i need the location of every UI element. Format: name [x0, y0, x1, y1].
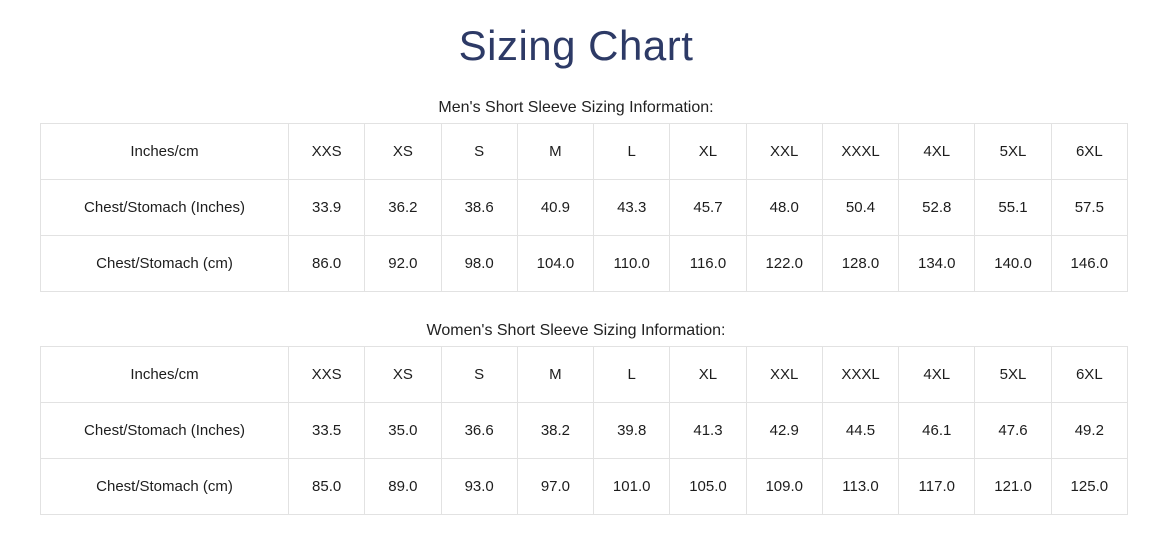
size-header-cell: L: [593, 345, 671, 403]
value-cell: 85.0: [287, 457, 366, 515]
sizing-chart-page: Sizing Chart Men's Short Sleeve Sizing I…: [0, 20, 1152, 552]
value-cell: 41.3: [669, 401, 747, 459]
table-row: Chest/Stomach (cm) 86.0 92.0 98.0 104.0 110.0…: [40, 234, 1129, 292]
value-cell: 93.0: [440, 457, 518, 515]
size-header-cell: M: [516, 345, 595, 403]
value-cell: 44.5: [821, 401, 900, 459]
row-label-cell: Chest/Stomach (cm): [40, 457, 289, 515]
value-cell: 97.0: [516, 457, 595, 515]
value-cell: 92.0: [364, 234, 442, 292]
header-row: Inches/cm XXS XS S M L XL XXL XXXL 4XL 5XL 6XL: [40, 122, 1129, 180]
value-cell: 146.0: [1050, 234, 1129, 292]
value-cell: 122.0: [745, 234, 823, 292]
size-header-cell: S: [440, 122, 518, 180]
size-header-cell: XL: [669, 122, 747, 180]
size-header-cell: XS: [364, 122, 442, 180]
value-cell: 33.5: [287, 401, 366, 459]
size-header-cell: XXL: [745, 345, 823, 403]
value-cell: 116.0: [669, 234, 747, 292]
size-header-cell: M: [516, 122, 595, 180]
womens-sizing-table: Inches/cm XXS XS S M L XL XXL XXXL 4XL 5XL 6XL Chest…: [40, 345, 1129, 515]
row-label-cell: Chest/Stomach (Inches): [40, 401, 289, 459]
value-cell: 52.8: [898, 178, 976, 236]
value-cell: 55.1: [974, 178, 1052, 236]
value-cell: 42.9: [745, 401, 823, 459]
value-cell: 57.5: [1050, 178, 1129, 236]
size-header-cell: XS: [364, 345, 442, 403]
table-row: Chest/Stomach (Inches) 33.9 36.2 38.6 40.9 43…: [40, 178, 1129, 236]
size-header-cell: L: [593, 122, 671, 180]
value-cell: 40.9: [516, 178, 595, 236]
value-cell: 48.0: [745, 178, 823, 236]
value-cell: 35.0: [364, 401, 442, 459]
size-header-cell: XXL: [745, 122, 823, 180]
size-header-cell: 5XL: [974, 122, 1052, 180]
size-header-cell: 5XL: [974, 345, 1052, 403]
value-cell: 47.6: [974, 401, 1052, 459]
value-cell: 98.0: [440, 234, 518, 292]
value-cell: 105.0: [669, 457, 747, 515]
value-cell: 89.0: [364, 457, 442, 515]
corner-header-cell: Inches/cm: [40, 345, 289, 403]
corner-header-cell: Inches/cm: [40, 122, 289, 180]
value-cell: 134.0: [898, 234, 976, 292]
mens-sizing-table: Inches/cm XXS XS S M L XL XXL XXXL 4XL 5XL 6XL Chest…: [40, 122, 1129, 292]
womens-sizing-section: Women's Short Sleeve Sizing Information:…: [0, 322, 1152, 515]
table-row: Chest/Stomach (Inches) 33.5 35.0 36.6 38.2 39…: [40, 401, 1129, 459]
value-cell: 36.2: [364, 178, 442, 236]
size-header-cell: 4XL: [898, 345, 976, 403]
value-cell: 110.0: [593, 234, 671, 292]
value-cell: 36.6: [440, 401, 518, 459]
value-cell: 121.0: [974, 457, 1052, 515]
table-row: Chest/Stomach (cm) 85.0 89.0 93.0 97.0 101.0 1…: [40, 457, 1129, 515]
mens-table-caption: Men's Short Sleeve Sizing Information:: [438, 98, 714, 116]
value-cell: 117.0: [898, 457, 976, 515]
size-header-cell: 4XL: [898, 122, 976, 180]
value-cell: 140.0: [974, 234, 1052, 292]
size-header-cell: XXS: [287, 122, 366, 180]
womens-table-caption: Women's Short Sleeve Sizing Information:: [426, 321, 726, 339]
size-header-cell: XXS: [287, 345, 366, 403]
value-cell: 104.0: [516, 234, 595, 292]
value-cell: 113.0: [821, 457, 900, 515]
size-header-cell: XL: [669, 345, 747, 403]
row-label-cell: Chest/Stomach (cm): [40, 234, 289, 292]
value-cell: 128.0: [821, 234, 900, 292]
value-cell: 45.7: [669, 178, 747, 236]
mens-sizing-section: Men's Short Sleeve Sizing Information: I…: [0, 99, 1152, 292]
size-header-cell: 6XL: [1050, 345, 1129, 403]
value-cell: 101.0: [593, 457, 671, 515]
value-cell: 49.2: [1050, 401, 1129, 459]
value-cell: 38.6: [440, 178, 518, 236]
value-cell: 43.3: [593, 178, 671, 236]
page-title: Sizing Chart: [458, 22, 694, 69]
value-cell: 86.0: [287, 234, 366, 292]
value-cell: 50.4: [821, 178, 900, 236]
header-row: Inches/cm XXS XS S M L XL XXL XXXL 4XL 5XL 6XL: [40, 345, 1129, 403]
value-cell: 109.0: [745, 457, 823, 515]
value-cell: 125.0: [1050, 457, 1129, 515]
size-header-cell: 6XL: [1050, 122, 1129, 180]
value-cell: 33.9: [287, 178, 366, 236]
value-cell: 39.8: [593, 401, 671, 459]
size-header-cell: XXXL: [821, 122, 900, 180]
size-header-cell: XXXL: [821, 345, 900, 403]
value-cell: 38.2: [516, 401, 595, 459]
size-header-cell: S: [440, 345, 518, 403]
value-cell: 46.1: [898, 401, 976, 459]
row-label-cell: Chest/Stomach (Inches): [40, 178, 289, 236]
